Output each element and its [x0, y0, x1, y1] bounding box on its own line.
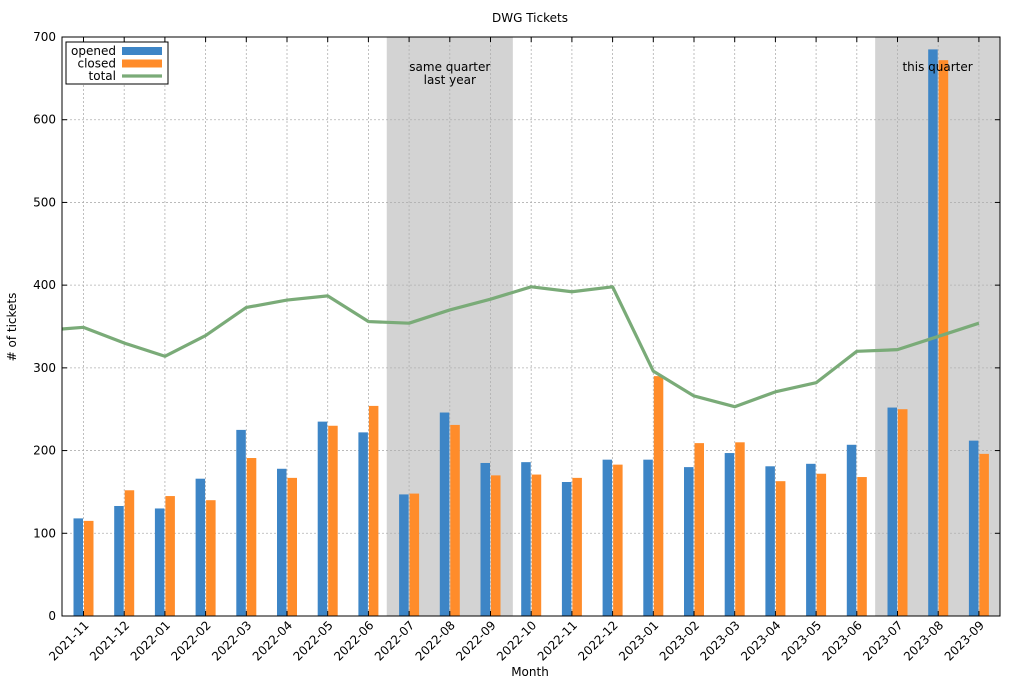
- total-line: [61, 285, 980, 409]
- bar-closed: [287, 477, 297, 616]
- x-tick-label: 2022-03: [209, 618, 254, 663]
- bar-closed: [816, 473, 827, 616]
- x-tick-label: 2023-03: [697, 618, 742, 663]
- bar-opened: [480, 462, 490, 616]
- bar-opened: [358, 432, 368, 616]
- legend-swatch-closed: [122, 59, 162, 68]
- bar-opened: [236, 429, 246, 616]
- bar-opened: [73, 518, 83, 616]
- x-tick-label: 2022-12: [575, 618, 620, 663]
- x-tick-label: 2023-06: [820, 618, 865, 663]
- x-tick-label: 2022-07: [372, 618, 417, 663]
- bar-opened: [439, 412, 450, 616]
- bar-closed: [531, 474, 542, 616]
- bar-opened: [806, 463, 816, 616]
- bar-closed: [409, 493, 420, 616]
- bar-closed: [572, 477, 582, 616]
- bar-closed: [206, 500, 216, 616]
- bar-opened: [968, 440, 979, 616]
- bar-closed: [735, 442, 745, 616]
- x-tick-label: 2023-01: [616, 618, 661, 663]
- bar-opened: [154, 508, 165, 616]
- bar-opened: [317, 421, 328, 616]
- bars: [73, 49, 989, 617]
- bar-closed: [613, 464, 623, 616]
- bar-closed: [84, 520, 94, 616]
- bar-opened: [684, 467, 694, 616]
- bar-opened: [928, 49, 938, 616]
- bar-opened: [195, 478, 206, 616]
- bar-opened: [643, 459, 653, 616]
- y-axis-title: # of tickets: [5, 293, 19, 362]
- legend-label-closed: closed: [77, 57, 116, 71]
- x-axis-title: Month: [511, 665, 549, 679]
- bar-closed: [491, 475, 501, 616]
- x-tick-label: 2023-05: [779, 618, 824, 663]
- bar-opened: [887, 407, 897, 616]
- bar-closed: [328, 425, 338, 616]
- bar-closed: [979, 453, 989, 616]
- x-tick-label: 2023-02: [657, 618, 702, 663]
- band-label: same quarter: [409, 60, 490, 74]
- bar-closed: [124, 490, 135, 616]
- bar-closed: [165, 496, 175, 616]
- x-tick-label: 2022-04: [250, 618, 295, 663]
- y-tick-label: 600: [33, 113, 56, 127]
- x-tick-label: 2021-12: [87, 618, 132, 663]
- bar-closed: [938, 60, 949, 617]
- band-label: this quarter: [902, 60, 972, 74]
- y-tick-label: 200: [33, 444, 56, 458]
- x-tick-label: 2022-02: [168, 618, 213, 663]
- bar-closed: [368, 405, 379, 616]
- x-tick-label: 2022-08: [413, 618, 458, 663]
- x-tick-label: 2023-09: [942, 618, 987, 663]
- bar-closed: [653, 376, 664, 616]
- x-tick-label: 2022-09: [453, 618, 498, 663]
- x-tick-label: 2023-04: [738, 618, 783, 663]
- bar-closed: [898, 409, 908, 616]
- y-tick-label: 0: [48, 609, 56, 623]
- y-tick-label: 500: [33, 195, 56, 209]
- bar-opened: [561, 482, 572, 616]
- x-tick-label: 2022-05: [290, 618, 335, 663]
- line-total: [61, 285, 980, 409]
- bar-opened: [277, 468, 287, 616]
- bar-closed: [775, 481, 786, 616]
- x-tick-label: 2022-10: [494, 618, 539, 663]
- legend-label-opened: opened: [71, 44, 116, 58]
- bar-opened: [724, 453, 735, 616]
- bar-closed: [857, 477, 867, 616]
- bar-opened: [114, 505, 124, 616]
- y-tick-label: 700: [33, 30, 56, 44]
- bar-opened: [521, 462, 531, 616]
- bar-closed: [450, 424, 460, 616]
- bar-closed: [246, 458, 257, 616]
- x-tick-label: 2023-08: [901, 618, 946, 663]
- bar-opened: [399, 494, 409, 616]
- x-tick-label: 2021-11: [46, 618, 91, 663]
- y-tick-label: 400: [33, 278, 56, 292]
- chart-title: DWG Tickets: [492, 11, 568, 25]
- x-tick-label: 2022-06: [331, 618, 376, 663]
- y-tick-label: 300: [33, 361, 56, 375]
- legend-swatch-opened: [122, 47, 162, 55]
- bar-opened: [765, 466, 775, 616]
- bar-opened: [846, 444, 857, 616]
- y-tick-label: 100: [33, 526, 56, 540]
- bar-opened: [602, 459, 613, 616]
- x-tick-label: 2023-07: [860, 618, 905, 663]
- x-tick-label: 2022-11: [535, 618, 580, 663]
- band-label: last year: [424, 73, 476, 87]
- legend-label-total: total: [89, 69, 116, 83]
- bar-closed: [694, 443, 704, 616]
- x-tick-label: 2022-01: [128, 618, 173, 663]
